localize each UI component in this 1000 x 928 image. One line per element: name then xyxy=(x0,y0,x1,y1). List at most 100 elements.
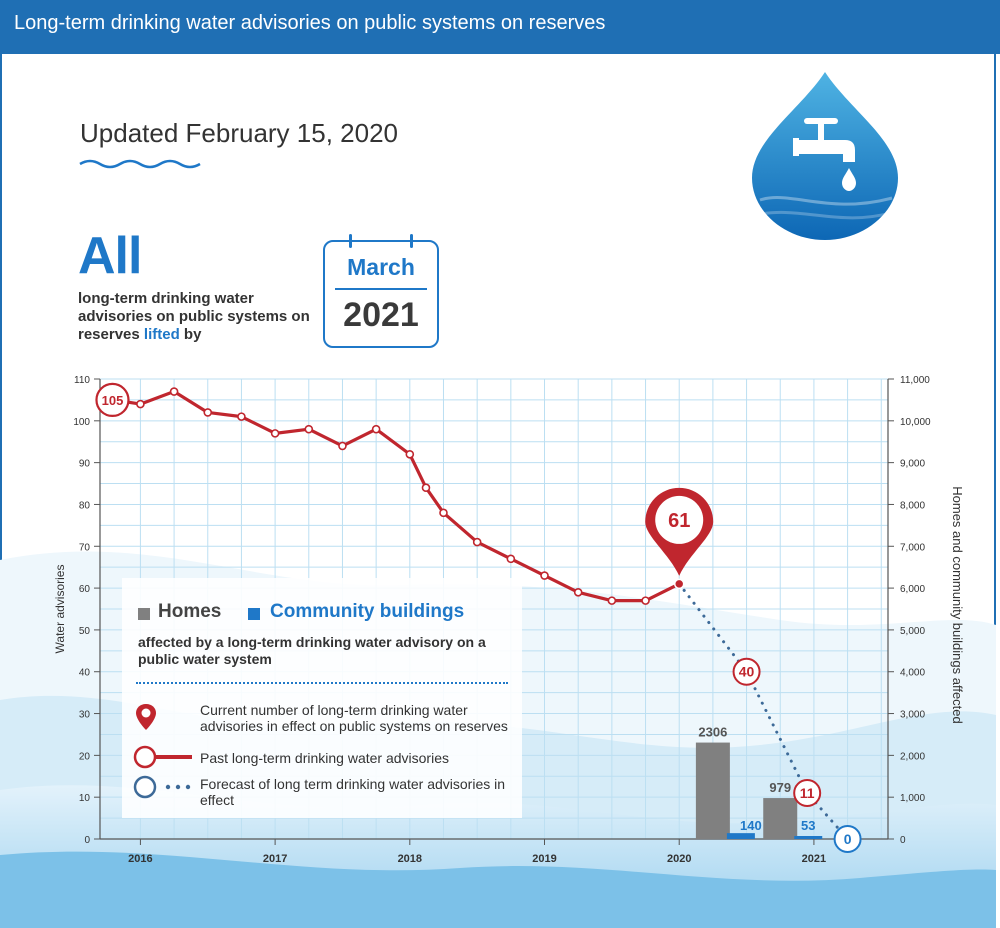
y2-tick-label: 1,000 xyxy=(900,793,925,804)
past-data-point xyxy=(371,424,381,434)
past-data-point xyxy=(270,429,280,438)
forecast-marker-label: 40 xyxy=(739,664,755,680)
y2-tick-label: 10,000 xyxy=(900,417,931,428)
x-tick-label: 2017 xyxy=(263,853,287,865)
legend-forecast-line-icon xyxy=(133,775,191,799)
y2-tick-label: 0 xyxy=(900,835,906,846)
y2-tick-label: 8,000 xyxy=(900,500,925,511)
legend-homes-swatch xyxy=(138,608,150,620)
updated-date: Updated February 15, 2020 xyxy=(80,118,398,148)
past-data-point xyxy=(203,408,213,417)
y-tick-label: 30 xyxy=(79,710,91,721)
calendar-year: 2021 xyxy=(343,296,419,334)
bar-homes-label: 979 xyxy=(769,780,791,795)
y-tick-label: 60 xyxy=(79,584,91,595)
headline-description: long-term drinking water advisories on p… xyxy=(78,290,318,344)
past-data-point xyxy=(421,483,431,493)
header-bar: Long-term drinking water advisories on p… xyxy=(0,0,1000,54)
calendar-divider xyxy=(335,288,427,290)
x-tick-label: 2019 xyxy=(532,853,556,865)
y-tick-label: 70 xyxy=(79,542,91,553)
x-tick-label: 2021 xyxy=(802,853,826,865)
wave-bottom xyxy=(0,851,996,928)
y2-tick-label: 3,000 xyxy=(900,710,925,721)
headline-lifted: lifted xyxy=(143,326,180,343)
y-tick-label: 0 xyxy=(84,835,90,846)
legend-current: Current number of long-term drinking wat… xyxy=(200,702,508,734)
y2-tick-label: 11,000 xyxy=(900,375,930,386)
past-data-point xyxy=(405,449,415,459)
y2-tick-label: 2,000 xyxy=(900,751,925,762)
y-tick-label: 100 xyxy=(73,417,90,428)
bar-homes xyxy=(763,798,798,839)
calendar-month: March xyxy=(347,254,415,280)
y2-tick-label: 6,000 xyxy=(900,584,925,595)
legend-community-swatch xyxy=(248,608,260,620)
past-data-point xyxy=(573,587,583,597)
past-data-point xyxy=(136,399,145,409)
chart-legend: Homes Community buildings affected by a … xyxy=(122,578,522,818)
current-data-point xyxy=(673,578,685,590)
legend-homes: Homes xyxy=(158,601,222,622)
bar-homes xyxy=(695,742,730,839)
headline-all: All xyxy=(78,227,142,285)
calendar-icon: March 2021 xyxy=(323,234,439,348)
forecast-marker-label: 11 xyxy=(800,785,815,801)
start-marker-label: 105 xyxy=(102,393,124,408)
past-data-point xyxy=(439,508,448,518)
content-frame xyxy=(0,54,996,928)
past-data-point xyxy=(506,554,516,564)
start-marker xyxy=(95,382,130,418)
y-tick-label: 90 xyxy=(79,459,91,470)
y-tick-label: 50 xyxy=(79,626,91,637)
x-tick-label: 2020 xyxy=(667,853,691,865)
past-data-point xyxy=(472,537,482,547)
past-data-point xyxy=(237,412,246,421)
current-value-label: 61 xyxy=(668,510,690,532)
past-data-point xyxy=(540,571,549,580)
calendar-ring xyxy=(349,234,352,248)
forecast-marker xyxy=(732,657,761,686)
legend-past-line-icon xyxy=(133,745,192,769)
past-advisories-line xyxy=(113,389,680,603)
current-pin-inner xyxy=(655,495,704,544)
headline-desc-pre: long-term drinking water advisories on p… xyxy=(78,290,310,343)
y-axis-label: Water advisories xyxy=(53,565,67,654)
y2-axis-label: Homes and community buildings affected xyxy=(950,486,965,724)
past-data-point xyxy=(304,424,314,434)
past-data-point xyxy=(641,596,650,605)
bar-homes-label: 2306 xyxy=(698,725,727,740)
x-tick-label: 2016 xyxy=(128,853,152,865)
y-tick-label: 80 xyxy=(79,500,91,511)
y2-tick-label: 7,000 xyxy=(900,542,925,553)
x-tick-label: 2018 xyxy=(398,853,422,865)
y-tick-label: 10 xyxy=(79,793,91,804)
legend-community: Community buildings xyxy=(270,601,465,622)
y-tick-label: 40 xyxy=(79,668,91,679)
calendar-ring xyxy=(410,234,413,248)
legend-past: Past long-term drinking water advisories xyxy=(200,750,449,766)
bar-community-label: 53 xyxy=(801,818,815,833)
bar-community xyxy=(726,833,755,839)
water-drop-faucet-icon xyxy=(752,72,898,240)
y2-tick-label: 9,000 xyxy=(900,459,925,470)
y-tick-label: 110 xyxy=(74,375,90,386)
forecast-line xyxy=(677,582,850,841)
legend-affected-text: affected by a long-term drinking water a… xyxy=(138,634,486,667)
legend-divider xyxy=(136,682,508,684)
bar-community-label: 140 xyxy=(740,818,762,833)
past-data-point xyxy=(338,441,347,451)
page-title: Long-term drinking water advisories on p… xyxy=(14,12,606,34)
forecast-marker xyxy=(833,825,862,853)
past-data-point xyxy=(169,387,179,396)
past-data-point xyxy=(607,596,617,605)
y-tick-label: 20 xyxy=(79,751,91,762)
headline-desc-post: by xyxy=(183,326,202,343)
forecast-marker xyxy=(793,779,822,807)
map-pin-icon xyxy=(136,704,156,730)
updated-underline xyxy=(79,159,201,169)
forecast-marker-label: 0 xyxy=(844,831,852,847)
bar-community xyxy=(794,836,823,839)
legend-forecast: Forecast of long term drinking water adv… xyxy=(200,776,506,808)
y2-tick-label: 4,000 xyxy=(900,668,925,679)
